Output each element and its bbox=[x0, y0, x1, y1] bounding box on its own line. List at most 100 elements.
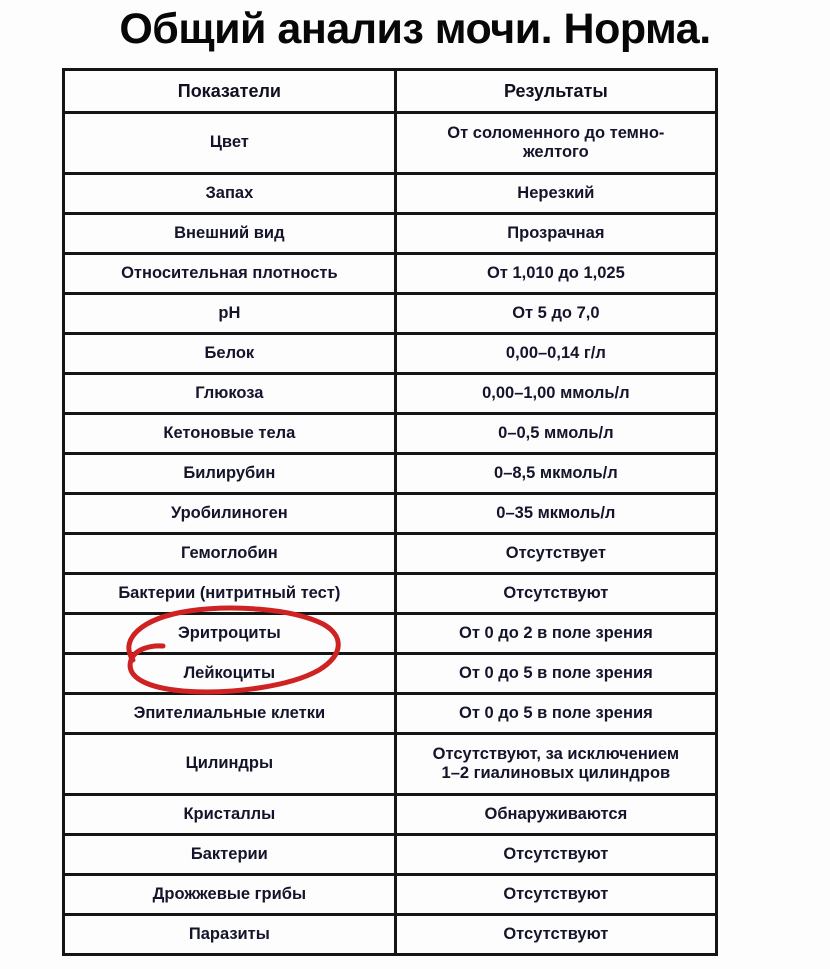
indicator-cell: Относительная плотность bbox=[62, 252, 397, 295]
indicator-cell: Кетоновые тела bbox=[62, 412, 397, 455]
indicator-label: Эритроциты bbox=[178, 623, 281, 642]
result-value: От 5 до 7,0 bbox=[512, 303, 600, 322]
indicator-cell: Цилиндры bbox=[62, 732, 397, 796]
result-cell: Нерезкий bbox=[393, 172, 719, 215]
result-value: 0–8,5 мкмоль/л bbox=[494, 463, 618, 482]
indicator-cell: Дрожжевые грибы bbox=[62, 873, 397, 916]
indicator-cell: Эритроциты bbox=[62, 612, 397, 655]
result-cell: От 1,010 до 1,025 bbox=[393, 252, 719, 295]
result-value: Отсутствуют, за исключением 1–2 гиалинов… bbox=[432, 744, 680, 782]
table-row: Цвет От соломенного до темно- желтого bbox=[62, 111, 719, 175]
result-value: Обнаруживаются bbox=[484, 804, 628, 823]
table-row: Внешний вид Прозрачная bbox=[62, 212, 719, 255]
table-row: Бактерии Отсутствуют bbox=[62, 833, 719, 876]
result-cell: Отсутствует bbox=[393, 532, 719, 575]
indicator-cell: Глюкоза bbox=[62, 372, 397, 415]
indicator-label: Дрожжевые грибы bbox=[152, 884, 307, 903]
indicator-label: Билирубин bbox=[183, 463, 276, 482]
table-row: Дрожжевые грибы Отсутствуют bbox=[62, 873, 719, 916]
result-cell: От 5 до 7,0 bbox=[393, 292, 719, 335]
result-value: От 0 до 5 в поле зрения bbox=[458, 663, 653, 682]
result-cell: 0,00–1,00 ммоль/л bbox=[393, 372, 719, 415]
table-row: Белок 0,00–0,14 г/л bbox=[62, 332, 719, 375]
indicator-cell: Запах bbox=[62, 172, 397, 215]
indicator-cell: Уробилиноген bbox=[62, 492, 397, 535]
result-value: От соломенного до темно- желтого bbox=[447, 123, 665, 161]
result-cell: 0–35 мкмоль/л bbox=[393, 492, 719, 535]
table-row: Кристаллы Обнаруживаются bbox=[62, 793, 719, 836]
table-row: Уробилиноген 0–35 мкмоль/л bbox=[62, 492, 719, 535]
result-cell: Обнаруживаются bbox=[393, 793, 719, 836]
result-cell: Отсутствуют bbox=[393, 572, 719, 615]
result-cell: От соломенного до темно- желтого bbox=[393, 111, 719, 175]
indicator-cell: Паразиты bbox=[62, 913, 397, 956]
table-row: Эритроциты От 0 до 2 в поле зрения bbox=[62, 612, 719, 655]
result-value: Нерезкий bbox=[517, 183, 595, 202]
indicator-cell: Эпителиальные клетки bbox=[62, 692, 397, 735]
indicator-label: Лейкоциты bbox=[183, 663, 276, 682]
result-cell: От 0 до 5 в поле зрения bbox=[393, 652, 719, 695]
result-value: От 0 до 2 в поле зрения bbox=[458, 623, 653, 642]
table-row: Запах Нерезкий bbox=[62, 172, 719, 215]
indicator-label: Кристаллы bbox=[183, 804, 276, 823]
result-cell: От 0 до 5 в поле зрения bbox=[393, 692, 719, 735]
result-value: 0–0,5 ммоль/л bbox=[498, 423, 614, 442]
indicator-label: Кетоновые тела bbox=[163, 423, 296, 442]
table-row: pH От 5 до 7,0 bbox=[62, 292, 719, 335]
column-header-indicators: Показатели bbox=[62, 68, 397, 114]
urinalysis-table: Показатели Результаты Цвет От соломенног… bbox=[62, 68, 719, 956]
result-value: 0,00–1,00 ммоль/л bbox=[482, 383, 630, 402]
result-value: От 0 до 5 в поле зрения bbox=[458, 703, 653, 722]
table-row: Глюкоза 0,00–1,00 ммоль/л bbox=[62, 372, 719, 415]
indicator-cell: pH bbox=[62, 292, 397, 335]
table-container: Показатели Результаты Цвет От соломенног… bbox=[62, 68, 719, 956]
indicator-label: Внешний вид bbox=[174, 223, 285, 242]
result-value: 0–35 мкмоль/л bbox=[496, 503, 616, 522]
page-title: Общий анализ мочи. Норма. bbox=[119, 5, 711, 53]
table-row: Цилиндры Отсутствуют, за исключением 1–2… bbox=[62, 732, 719, 796]
indicator-cell: Билирубин bbox=[62, 452, 397, 495]
result-cell: 0–0,5 ммоль/л bbox=[393, 412, 719, 455]
indicator-label: pH bbox=[218, 303, 241, 322]
result-value: От 1,010 до 1,025 bbox=[486, 263, 625, 282]
result-cell: От 0 до 2 в поле зрения bbox=[393, 612, 719, 655]
indicator-cell: Бактерии bbox=[62, 833, 397, 876]
result-value: Прозрачная bbox=[507, 223, 605, 242]
result-value: Отсутствуют bbox=[503, 884, 609, 903]
indicator-label: Бактерии bbox=[190, 844, 268, 863]
indicator-label: Эпителиальные клетки bbox=[133, 703, 326, 722]
result-cell: 0–8,5 мкмоль/л bbox=[393, 452, 719, 495]
result-cell: Отсутствуют, за исключением 1–2 гиалинов… bbox=[393, 732, 719, 796]
result-value: Отсутствуют bbox=[503, 844, 609, 863]
result-value: Отсутствуют bbox=[503, 924, 609, 943]
result-cell: Прозрачная bbox=[393, 212, 719, 255]
table-row: Кетоновые тела 0–0,5 ммоль/л bbox=[62, 412, 719, 455]
result-cell: Отсутствуют bbox=[393, 913, 719, 956]
indicator-label: Относительная плотность bbox=[121, 263, 338, 282]
column-header-results: Результаты bbox=[393, 68, 719, 114]
result-cell: Отсутствуют bbox=[393, 873, 719, 916]
table-body: Цвет От соломенного до темно- желтого За… bbox=[62, 111, 719, 956]
indicator-label: Паразиты bbox=[188, 924, 270, 943]
table-row: Бактерии (нитритный тест) Отсутствуют bbox=[62, 572, 719, 615]
indicator-cell: Лейкоциты bbox=[62, 652, 397, 695]
indicator-label: Запах bbox=[205, 183, 254, 202]
result-value: Отсутствует bbox=[505, 543, 606, 562]
table-row: Эпителиальные клетки От 0 до 5 в поле зр… bbox=[62, 692, 719, 735]
result-cell: 0,00–0,14 г/л bbox=[393, 332, 719, 375]
indicator-cell: Гемоглобин bbox=[62, 532, 397, 575]
indicator-label: Бактерии (нитритный тест) bbox=[118, 583, 341, 602]
table-header: Показатели Результаты bbox=[62, 68, 719, 114]
indicator-cell: Внешний вид bbox=[62, 212, 397, 255]
result-value: Отсутствуют bbox=[503, 583, 609, 602]
indicator-label: Цвет bbox=[209, 133, 249, 152]
header-row: Показатели Результаты bbox=[62, 68, 719, 114]
indicator-label: Глюкоза bbox=[195, 383, 264, 402]
table-row: Гемоглобин Отсутствует bbox=[62, 532, 719, 575]
table-row: Относительная плотность От 1,010 до 1,02… bbox=[62, 252, 719, 295]
indicator-cell: Белок bbox=[62, 332, 397, 375]
table-row: Билирубин 0–8,5 мкмоль/л bbox=[62, 452, 719, 495]
indicator-cell: Кристаллы bbox=[62, 793, 397, 836]
indicator-cell: Цвет bbox=[62, 111, 397, 175]
